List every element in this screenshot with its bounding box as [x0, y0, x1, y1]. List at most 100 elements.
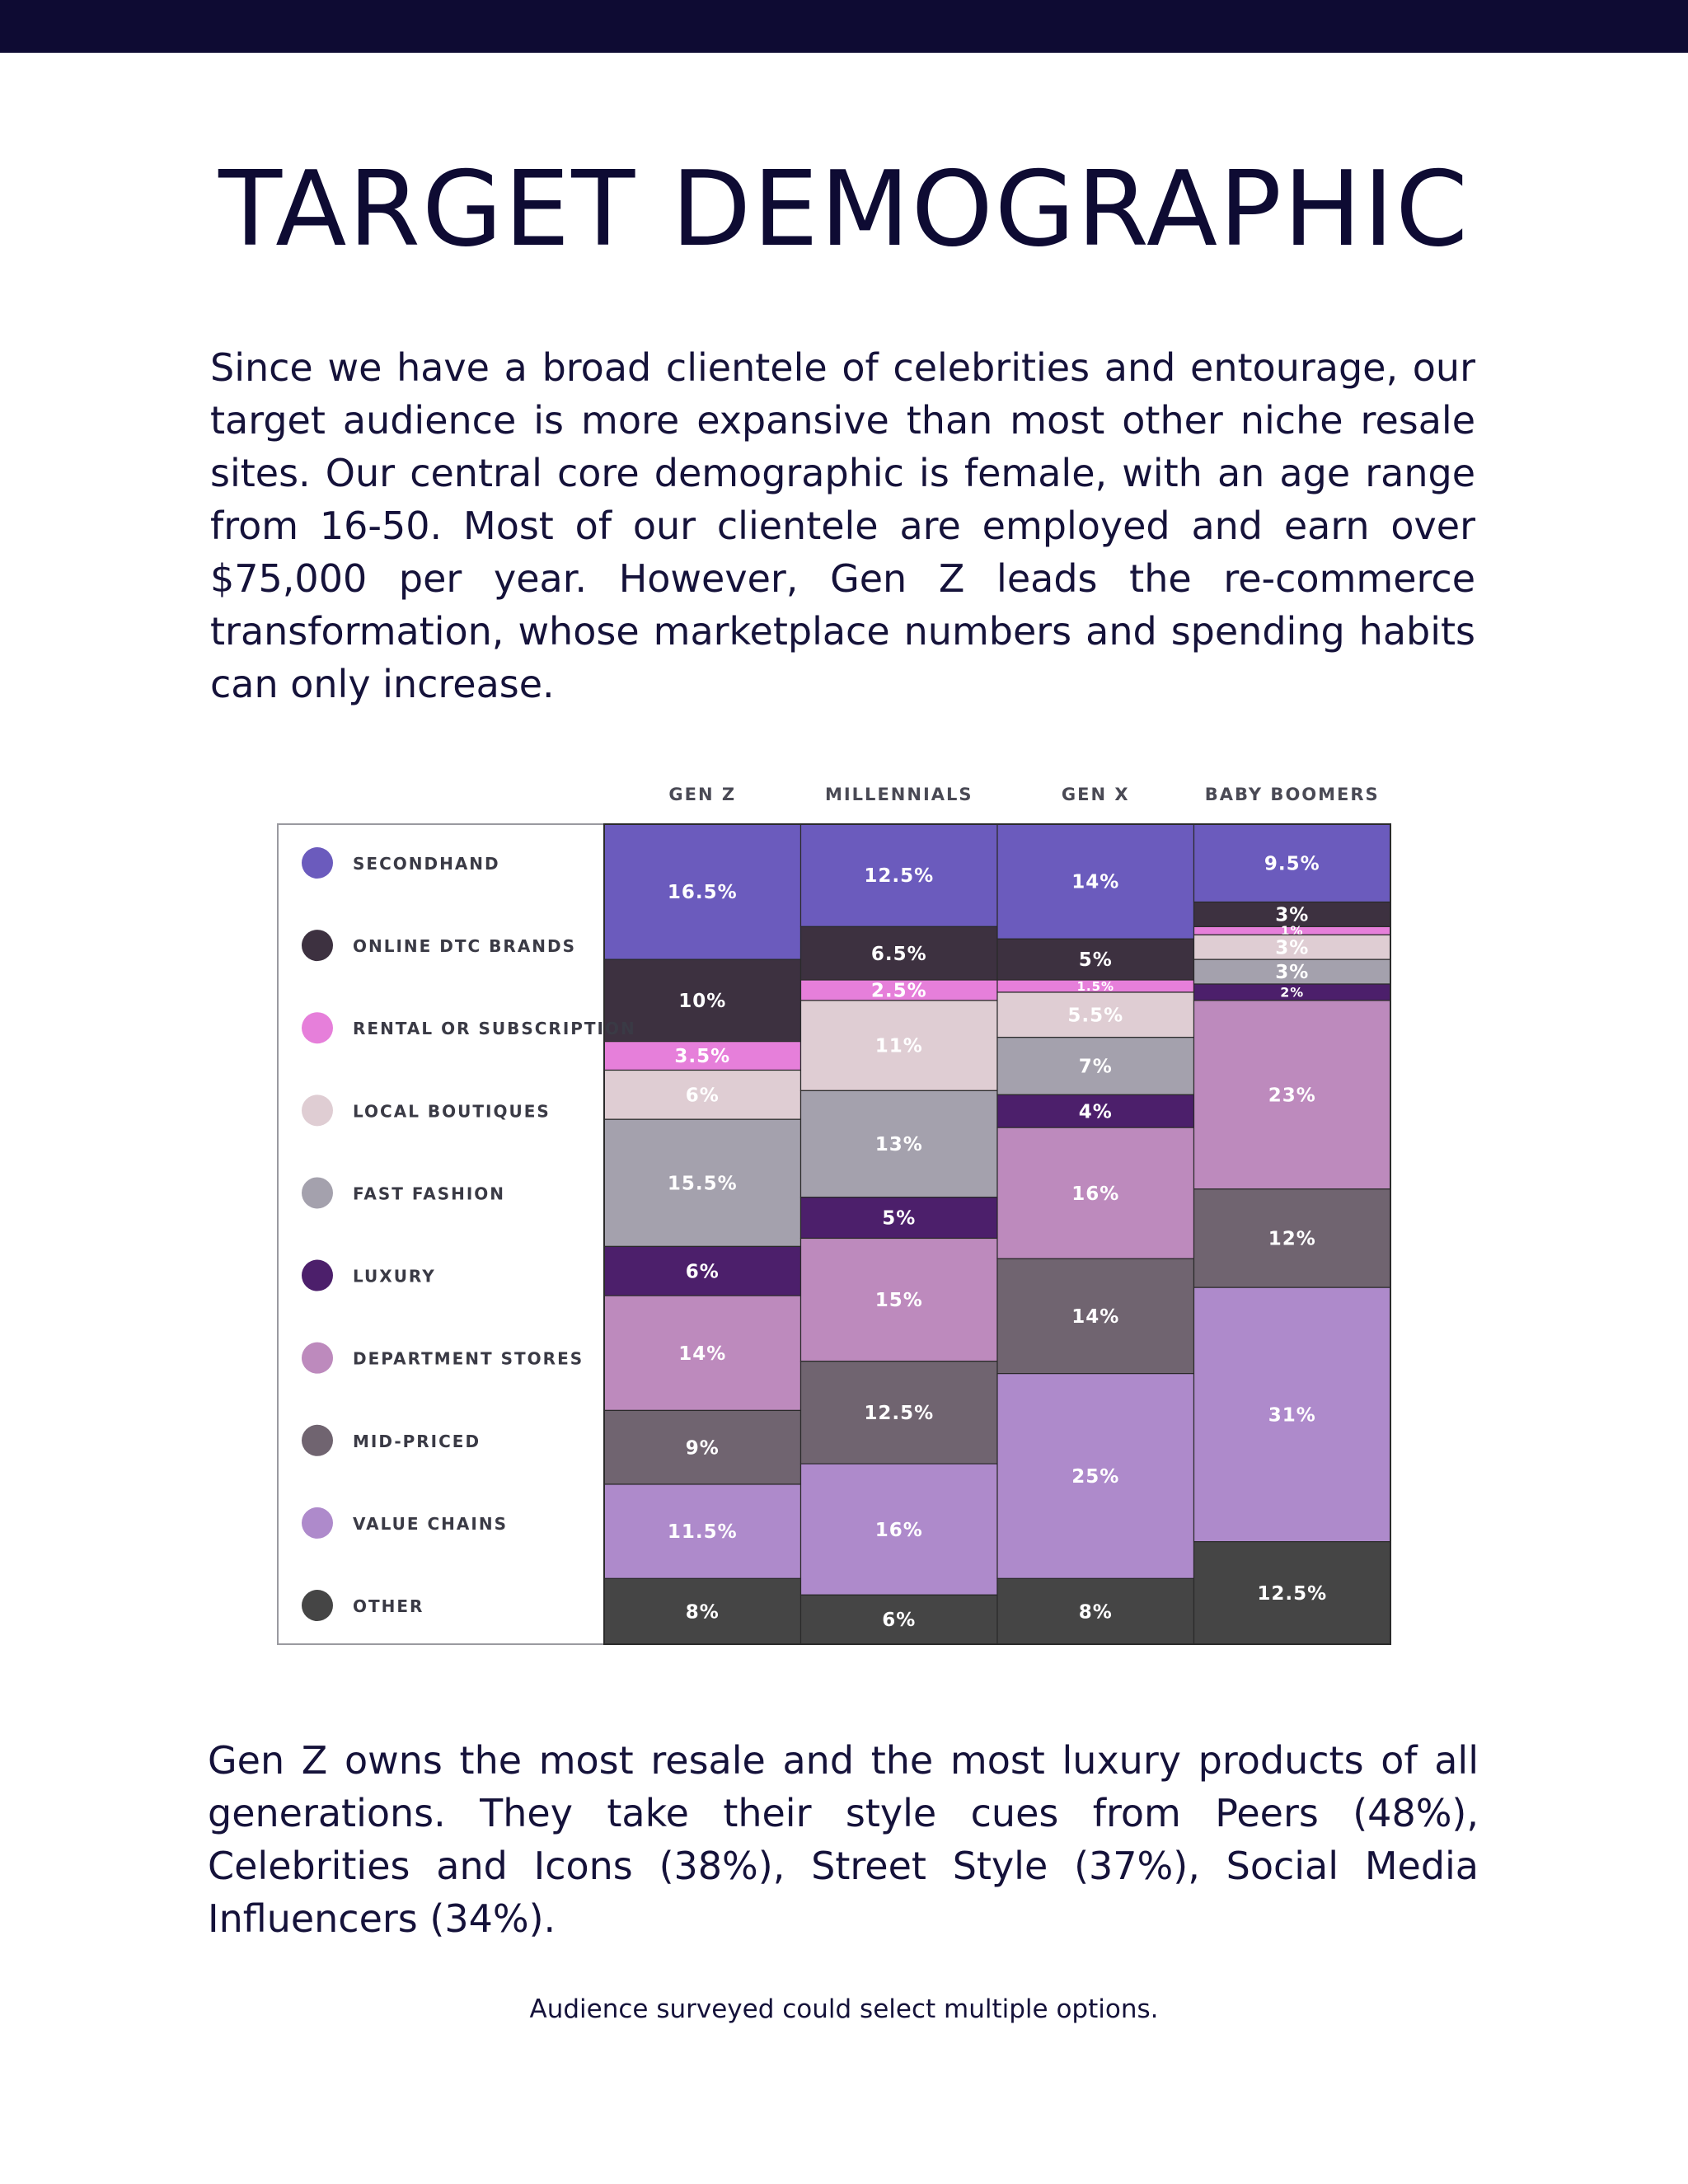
legend-swatch: [302, 1012, 333, 1044]
legend-label: OTHER: [353, 1596, 424, 1616]
data-label: 16%: [875, 1520, 923, 1541]
legend-label: MID-PRICED: [353, 1432, 481, 1451]
data-label: 15%: [875, 1290, 923, 1311]
data-label: 4%: [1079, 1101, 1113, 1122]
data-label: 7%: [1079, 1057, 1113, 1078]
bar-segment: [996, 1577, 1195, 1645]
bar-segment: [799, 1237, 998, 1362]
bar-segment: [1193, 1188, 1391, 1288]
data-label: 8%: [686, 1601, 720, 1623]
data-label: 5%: [882, 1208, 916, 1230]
data-label: 1.5%: [1076, 979, 1114, 994]
data-label: 15.5%: [668, 1173, 738, 1194]
bar-segment: [603, 1577, 802, 1645]
data-label: 3%: [1275, 905, 1309, 926]
data-label: 8%: [1079, 1601, 1113, 1623]
data-label: 2%: [1280, 985, 1304, 1001]
category-label: MILLENNIALS: [825, 785, 973, 804]
footnote: Audience surveyed could select multiple …: [529, 1994, 1159, 2024]
bar-segment: [996, 1094, 1195, 1128]
data-label: 6%: [686, 1085, 720, 1106]
bar-segment: [1193, 1541, 1391, 1645]
legend-label: LOCAL BOUTIQUES: [353, 1101, 551, 1121]
data-label: 12%: [1268, 1229, 1316, 1250]
bar-segment: [603, 1409, 802, 1485]
bar-segment: [1193, 823, 1391, 903]
legend-swatch: [302, 1094, 333, 1127]
legend-label: DEPARTMENT STORES: [353, 1349, 584, 1369]
data-label: 9%: [686, 1437, 720, 1459]
data-label: 31%: [1268, 1404, 1316, 1426]
legend-swatch: [302, 930, 333, 962]
bar-segment: [1193, 1000, 1391, 1190]
data-label: 14%: [1071, 872, 1119, 893]
data-label: 14%: [678, 1343, 726, 1365]
bar-segment: [996, 1037, 1195, 1095]
category-label: BABY BOOMERS: [1205, 785, 1380, 804]
data-label: 3%: [1275, 937, 1309, 958]
legend-swatch: [302, 1507, 333, 1539]
data-label: 23%: [1268, 1085, 1316, 1106]
bar-segment: [799, 823, 998, 927]
legend-label: VALUE CHAINS: [353, 1514, 508, 1534]
data-label: 14%: [1071, 1306, 1119, 1328]
data-label: 6%: [882, 1610, 916, 1631]
bar-segment: [799, 1197, 998, 1240]
data-label: 9.5%: [1264, 853, 1320, 874]
bar-segment: [799, 1361, 998, 1465]
plot-frame: [603, 823, 1391, 1645]
data-label: 11%: [875, 1036, 923, 1057]
data-label: 5%: [1079, 949, 1113, 971]
legend-label: ONLINE DTC BRANDS: [353, 936, 576, 956]
bar-segment: [799, 979, 998, 1001]
data-label: 3.5%: [674, 1046, 730, 1067]
data-label: 10%: [678, 991, 726, 1012]
data-label: 16%: [1071, 1183, 1119, 1205]
bar-segment: [1193, 934, 1391, 960]
data-label: 13%: [875, 1134, 923, 1155]
bar-segment: [1193, 958, 1391, 985]
bar-segment: [603, 1483, 802, 1579]
bar-segment: [603, 1041, 802, 1071]
data-label: 5.5%: [1067, 1005, 1123, 1026]
legend-swatch: [302, 1424, 333, 1456]
bar-segment: [1193, 1286, 1391, 1543]
legend-label: LUXURY: [353, 1267, 436, 1286]
bar-segment: [603, 1069, 802, 1120]
bar-segment: [603, 1295, 802, 1412]
legend-swatch: [302, 1342, 333, 1374]
bar-segment: [996, 1373, 1195, 1580]
data-label: 12.5%: [864, 865, 934, 887]
bar-segment: [799, 1594, 998, 1645]
bar-segment: [799, 1090, 998, 1198]
legend-label: FAST FASHION: [353, 1183, 505, 1203]
data-label: 3%: [1275, 962, 1309, 983]
legend-panel: [277, 823, 605, 1645]
category-label: GEN X: [1062, 785, 1130, 804]
bar-segment: [603, 1118, 802, 1248]
legend-label: SECONDHAND: [353, 854, 500, 874]
data-label: 2.5%: [871, 981, 927, 1002]
bar-segment: [996, 938, 1195, 981]
data-label: 12.5%: [864, 1403, 934, 1424]
legend-swatch: [302, 1259, 333, 1291]
legend-swatch: [302, 1177, 333, 1209]
legend-label: RENTAL OR SUBSCRIPTION: [353, 1019, 636, 1038]
page-title: TARGET DEMOGRAPHIC: [218, 148, 1470, 269]
legend-swatch: [302, 1590, 333, 1621]
bar-segment: [996, 823, 1195, 940]
data-label: 6.5%: [871, 944, 927, 965]
category-label: GEN Z: [668, 785, 736, 804]
legend-swatch: [302, 847, 333, 879]
bar-segment: [799, 1463, 998, 1596]
data-label: 16.5%: [668, 882, 738, 903]
closing-paragraph: Gen Z owns the most resale and the most …: [208, 1738, 1479, 1941]
data-label: 6%: [686, 1261, 720, 1282]
bar-segment: [996, 1127, 1195, 1259]
data-label: 11.5%: [668, 1521, 738, 1543]
data-label: 25%: [1071, 1466, 1119, 1488]
bar-segment: [996, 1258, 1195, 1375]
bar-segment: [603, 958, 802, 1043]
top-banner: [0, 0, 1688, 53]
intro-paragraph: Since we have a broad clientele of celeb…: [210, 345, 1475, 706]
